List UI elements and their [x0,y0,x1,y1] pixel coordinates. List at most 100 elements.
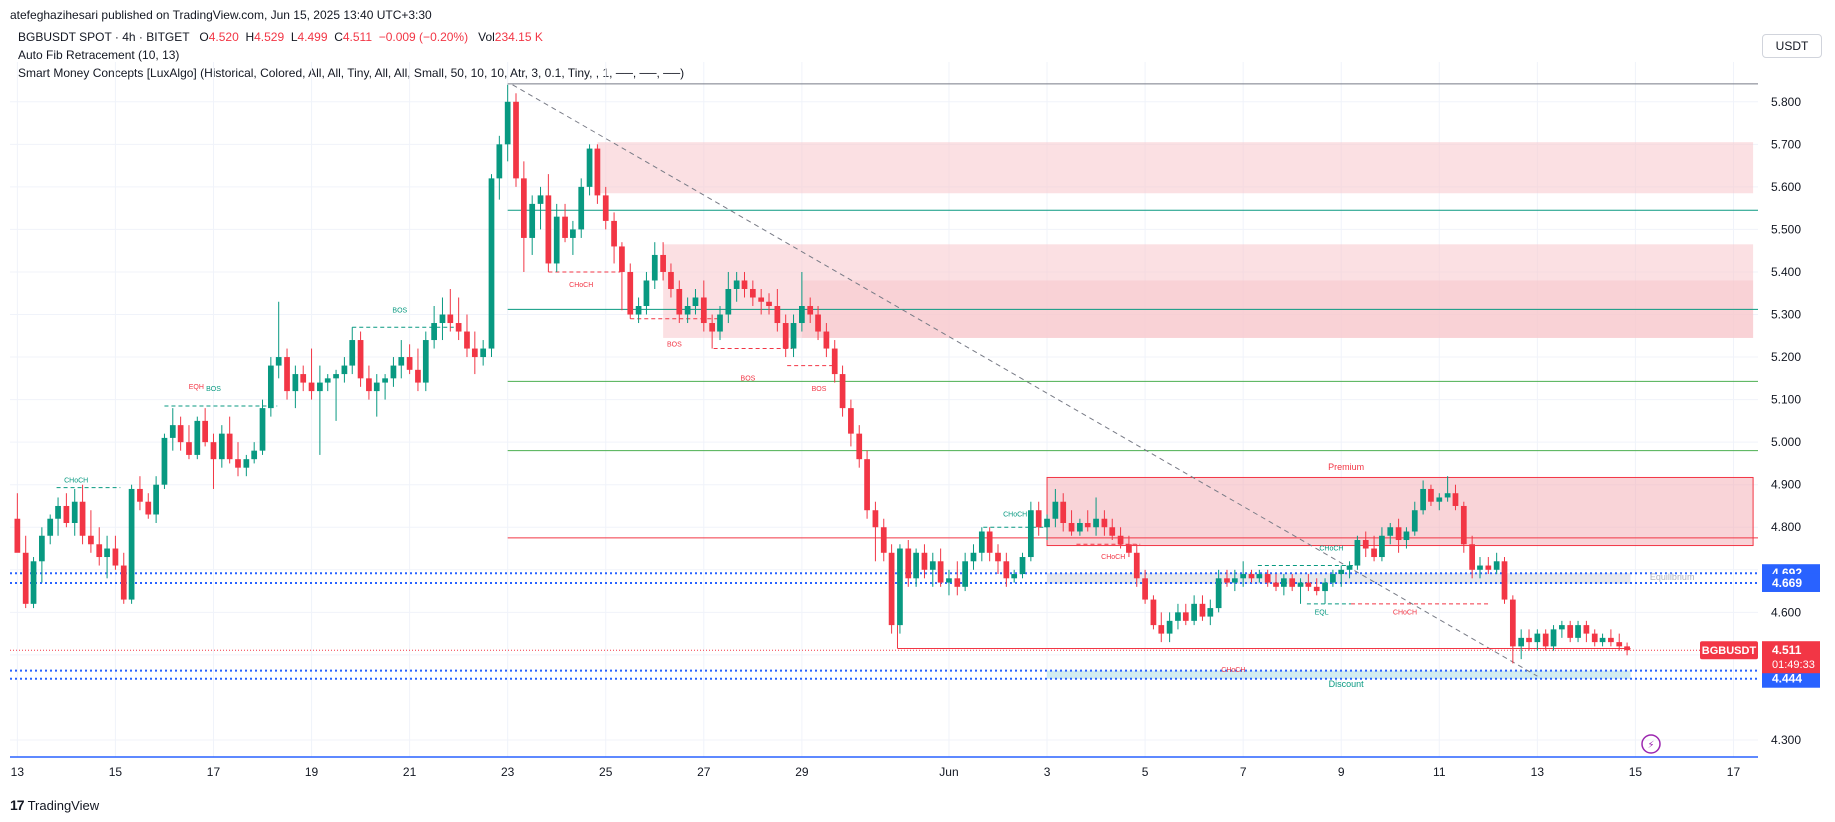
candle [1526,629,1532,651]
candle-body [1469,544,1476,570]
candle-body [1509,599,1516,647]
indicator-smc[interactable]: Smart Money Concepts [LuxAlgo] (Historic… [18,66,685,80]
candle [562,203,568,243]
candle [905,540,912,587]
candle [1387,522,1394,545]
structure-label: BOS [392,307,407,314]
candle-body [1542,633,1549,647]
candle [496,135,503,200]
candle [161,433,168,489]
candle [1330,569,1336,587]
candle [1469,535,1476,579]
candle [1011,569,1018,583]
candle-body [937,561,944,583]
candle [1035,501,1042,536]
candle [1534,629,1541,651]
candle-body [1035,510,1042,528]
candle-body [1362,540,1369,549]
candle [1493,552,1500,575]
close-label: C [334,30,343,44]
high-value: 4.529 [254,30,285,44]
candle-body [186,442,192,455]
trend-line [512,84,1538,677]
candle-body [120,565,127,600]
candle [774,288,781,332]
candle-body [471,348,478,358]
x-tick-label: 25 [599,765,613,779]
candle-body [63,505,70,523]
candle-body [553,216,560,264]
price-label-text: 4.669 [1772,576,1802,590]
candle-body [684,306,691,315]
countdown-text: 01:49:33 [1772,659,1815,671]
candle-body [986,531,993,553]
candle-body [946,578,952,583]
candle-body [741,280,748,289]
candle [921,544,928,579]
candle-body [1101,518,1108,528]
candle [619,242,625,311]
zone-label: Premium [1328,462,1364,472]
y-tick-label: 5.600 [1771,180,1801,194]
candle-body [447,314,454,324]
candle [897,544,903,634]
change-value: −0.009 (−0.20%) [378,30,469,44]
currency-button[interactable]: USDT [1762,34,1822,58]
candle [520,161,527,272]
y-tick-label: 5.100 [1771,393,1801,407]
candle [1060,493,1067,532]
symbol-name[interactable]: BGBUSDT SPOT · 4h · BITGET [18,30,190,44]
candle-body [594,148,601,196]
candle [112,535,119,570]
candle-body [856,433,863,460]
candle-body [177,425,184,443]
candle [504,84,511,162]
candle-body [880,527,887,553]
candle [1485,557,1492,575]
candle-body [839,374,846,409]
candle-body [1215,578,1222,609]
candle [1273,574,1279,592]
candle [668,263,674,298]
candle [1044,514,1050,541]
candle-body [292,374,299,392]
y-tick-label: 5.800 [1771,95,1801,109]
candle-body [1444,493,1451,498]
candle [1150,595,1157,630]
candle [177,416,184,451]
candle [1403,527,1410,549]
candle [422,331,429,392]
candle-body [88,535,94,545]
candle [488,174,495,358]
candle [1280,574,1287,596]
candle [1264,569,1271,587]
candle [594,144,601,204]
tradingview-logo-icon: 17 [10,797,25,813]
indicator-fib[interactable]: Auto Fib Retracement (10, 13) [18,48,180,62]
candle [324,374,331,392]
candle [839,365,846,417]
structure-label: CHoCH [1319,546,1343,553]
candle [300,365,307,392]
candle-body [782,323,789,349]
candle-body [1575,625,1581,638]
candle [145,493,152,519]
candle-body [651,254,658,281]
candle [30,557,37,609]
candle-body [218,433,225,460]
candle [341,357,348,383]
candle [799,271,805,332]
price-label-box: 4.669 [1762,573,1820,592]
candle-body [1477,565,1483,570]
candle [1068,510,1075,536]
candle-body [496,144,503,179]
x-tick-label: 13 [1531,765,1545,779]
candle-body [602,195,609,221]
candle-body [1567,625,1574,638]
candle [807,297,814,324]
candle-body [1199,603,1206,617]
candle-body [1182,612,1189,621]
candle [1142,569,1148,604]
candle-body [545,195,552,264]
